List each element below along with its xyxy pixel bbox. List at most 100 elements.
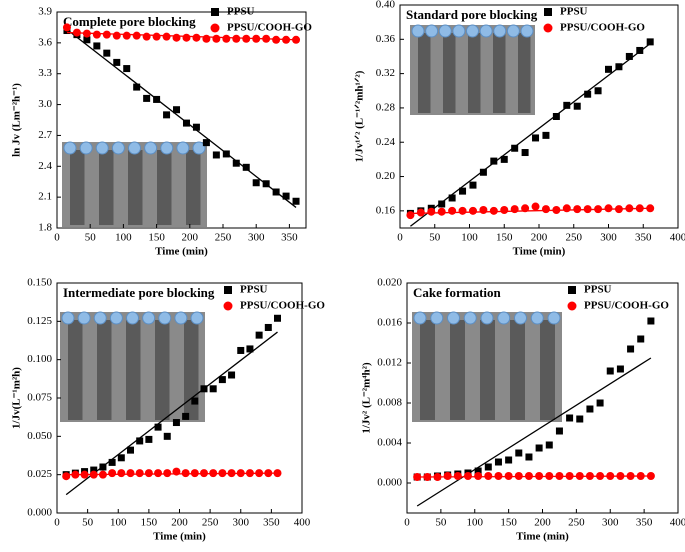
y-tick-label: 0.000: [377, 477, 402, 489]
marker: [521, 204, 530, 213]
marker: [413, 473, 422, 481]
fit-line: [410, 207, 651, 215]
particle: [192, 141, 206, 155]
x-tick-label: 250: [568, 517, 585, 529]
marker: [576, 415, 584, 423]
x-tick-label: 0: [404, 517, 410, 529]
marker: [212, 151, 220, 159]
marker: [532, 134, 540, 142]
marker: [484, 463, 492, 471]
pore: [468, 33, 481, 113]
marker: [636, 46, 644, 54]
particle: [411, 24, 425, 38]
marker: [252, 34, 261, 43]
marker: [200, 385, 208, 393]
x-tick-label: 400: [294, 517, 311, 529]
particle: [142, 311, 156, 325]
fit-line: [66, 28, 297, 208]
marker: [575, 472, 584, 480]
chart-title: Complete pore blocking: [63, 14, 196, 29]
marker: [500, 205, 509, 214]
marker: [494, 472, 503, 480]
x-tick-label: 150: [496, 232, 513, 244]
marker: [282, 35, 291, 44]
marker: [489, 206, 498, 215]
marker: [541, 205, 550, 214]
marker: [163, 432, 171, 440]
marker: [227, 469, 236, 478]
x-tick-label: 100: [115, 232, 132, 244]
marker: [596, 399, 604, 407]
marker: [264, 469, 273, 478]
pore: [186, 150, 201, 225]
marker: [625, 52, 633, 60]
marker: [123, 65, 131, 73]
marker: [181, 469, 190, 478]
chart-title: Cake formation: [413, 285, 502, 300]
x-tick-label: 200: [531, 232, 548, 244]
pore: [518, 33, 531, 113]
y-tick-label: 3.9: [38, 6, 52, 18]
pore: [480, 320, 495, 420]
y-tick-label: 0.24: [376, 136, 396, 148]
marker: [594, 87, 602, 95]
pore: [128, 150, 143, 225]
marker: [237, 346, 245, 354]
marker: [212, 34, 221, 43]
marker: [202, 139, 210, 147]
marker: [458, 206, 467, 215]
marker: [108, 469, 117, 478]
marker: [92, 30, 101, 39]
particle: [547, 311, 561, 325]
particle: [190, 311, 204, 325]
marker: [117, 469, 126, 478]
x-tick-label: 350: [263, 517, 280, 529]
marker: [192, 33, 201, 42]
marker: [542, 131, 550, 139]
x-tick-label: 150: [141, 517, 158, 529]
marker: [90, 466, 98, 474]
pore: [68, 320, 83, 420]
marker: [500, 155, 508, 163]
particle: [176, 141, 190, 155]
marker: [565, 472, 574, 480]
marker: [232, 34, 241, 43]
marker: [616, 365, 624, 373]
marker: [154, 469, 163, 478]
marker: [222, 150, 230, 158]
x-tick-label: 0: [54, 517, 60, 529]
legend-marker: [224, 286, 232, 294]
marker: [552, 205, 561, 214]
y-tick-label: 1.8: [38, 222, 52, 234]
marker: [637, 335, 645, 343]
marker: [117, 454, 125, 462]
y-axis-label: 1/Jv(L⁻¹m²h): [11, 367, 23, 429]
x-tick-label: 400: [670, 517, 685, 529]
marker: [264, 323, 272, 331]
marker: [62, 472, 71, 481]
marker: [218, 376, 226, 384]
marker: [614, 205, 623, 214]
marker: [154, 423, 162, 431]
particle: [480, 311, 494, 325]
x-tick-label: 300: [600, 232, 617, 244]
marker: [122, 31, 131, 40]
x-tick-label: 100: [110, 517, 127, 529]
marker: [191, 397, 199, 405]
marker: [103, 49, 111, 57]
particle: [463, 311, 477, 325]
marker: [172, 419, 180, 427]
marker: [524, 472, 533, 480]
marker: [433, 473, 442, 481]
marker: [469, 181, 477, 189]
particle: [447, 311, 460, 325]
marker: [406, 211, 415, 220]
x-tick-label: 50: [429, 232, 441, 244]
particle: [438, 24, 452, 38]
x-tick-label: 400: [670, 232, 685, 244]
x-tick-label: 350: [635, 232, 652, 244]
marker: [245, 469, 254, 478]
marker: [83, 36, 91, 44]
marker: [126, 469, 135, 478]
marker: [71, 470, 80, 479]
